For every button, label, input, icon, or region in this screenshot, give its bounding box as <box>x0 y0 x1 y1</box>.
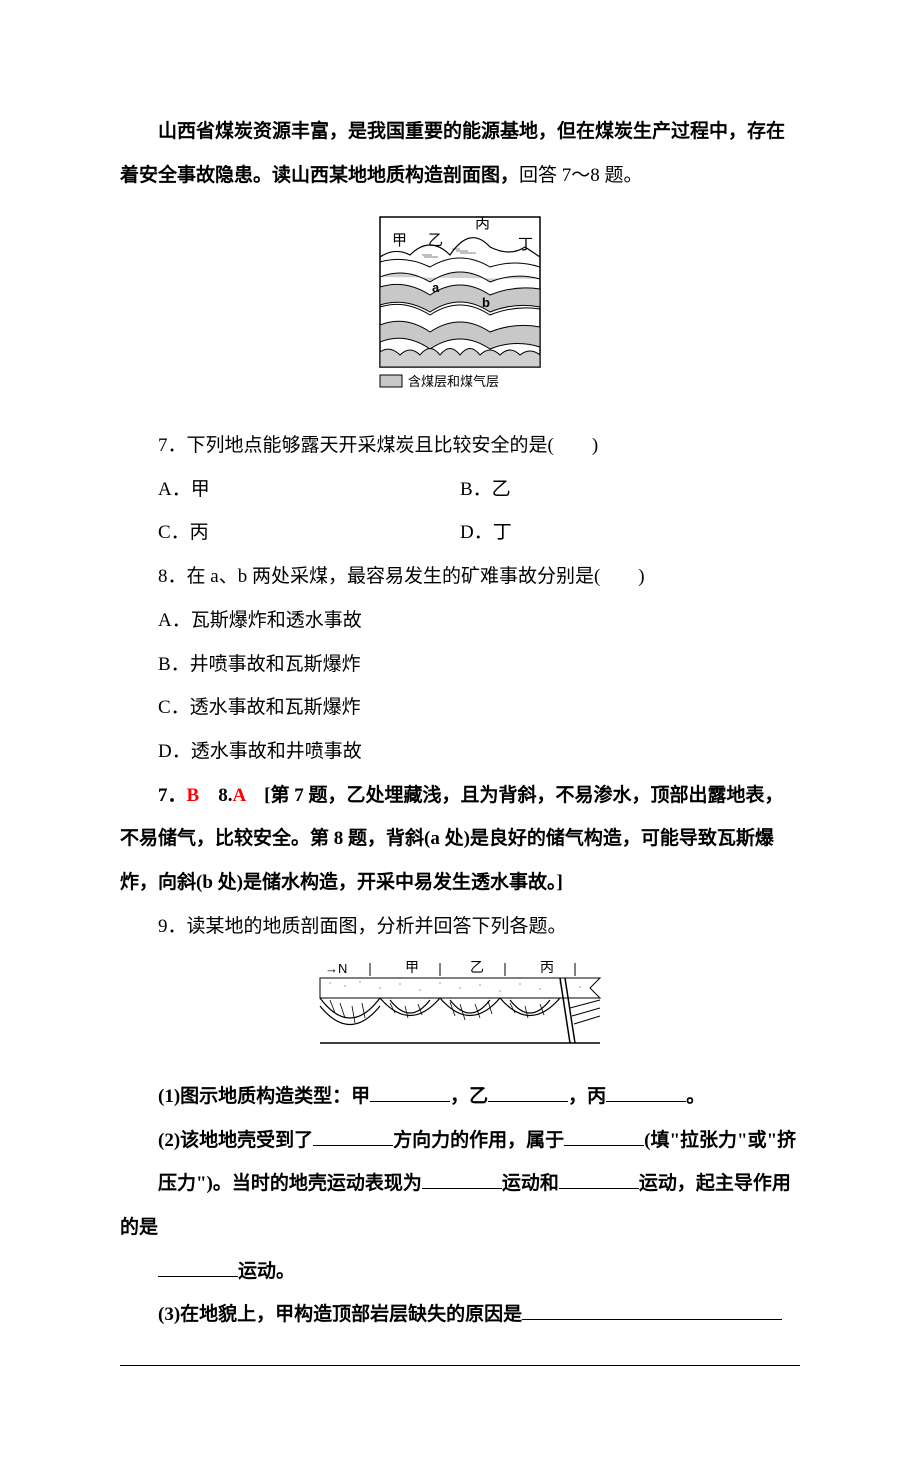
q9-sub2-line1: (2)该地地壳受到了 方向力的作用，属于 (填"拉张力"或"挤 <box>120 1119 800 1163</box>
svg-text:甲: 甲 <box>392 232 407 249</box>
q9-sub3: (3)在地貌上，甲构造顶部岩层缺失的原因是 <box>120 1293 800 1337</box>
q9-sub2-line3: 运动。 <box>120 1250 800 1294</box>
q8-choice-d: D．透水事故和井喷事故 <box>120 730 800 774</box>
blank-bing <box>606 1079 686 1102</box>
q7-choice-b: B．乙 <box>460 468 800 512</box>
svg-text:乙: 乙 <box>428 232 443 249</box>
blank-jia <box>370 1079 450 1102</box>
answer-exp-line2: 不易储气，比较安全。第 8 题，背斜(a 处)是良好的储气构造，可能导致瓦斯爆炸… <box>120 817 800 904</box>
q7-number: 7． <box>158 435 187 456</box>
geology-cross-section-1: 甲 乙 丙 丁 a b 含煤层和煤气层 <box>360 207 560 397</box>
q8-number: 8． <box>158 566 187 587</box>
q9-number: 9． <box>158 916 187 937</box>
blank-dir <box>313 1123 393 1146</box>
q9-sub1: (1)图示地质构造类型：甲 ，乙 ，丙 。 <box>120 1075 800 1119</box>
q8-choice-b: B．井喷事故和瓦斯爆炸 <box>120 643 800 687</box>
svg-text:a: a <box>432 280 440 295</box>
intro-bold: 山西省煤炭资源丰富，是我国重要的能源基地，但在煤炭生产过程中，存在着安全事故隐患… <box>120 121 785 186</box>
q9-3-a: (3)在地貌上，甲构造顶部岩层缺失的原因是 <box>158 1304 522 1325</box>
q8-text: 在 a、b 两处采煤，最容易发生的矿难事故分别是( ) <box>187 566 645 587</box>
q7-choice-c: C．丙 <box>120 511 460 555</box>
q9-1-a: (1)图示地质构造类型：甲 <box>158 1086 370 1107</box>
q9-text: 读某地的地质剖面图，分析并回答下列各题。 <box>187 916 567 937</box>
svg-text:乙: 乙 <box>470 959 484 975</box>
q9-2-c: (填"拉张力"或"挤 <box>644 1130 796 1151</box>
svg-text:甲: 甲 <box>405 959 419 975</box>
svg-text:丙: 丙 <box>540 959 554 975</box>
q9-2-b: 方向力的作用，属于 <box>393 1130 564 1151</box>
figure-1: 甲 乙 丙 丁 a b 含煤层和煤气层 <box>120 207 800 414</box>
intro-paragraph: 山西省煤炭资源丰富，是我国重要的能源基地，但在煤炭生产过程中，存在着安全事故隐患… <box>120 110 800 197</box>
q9-2-a: (2)该地地壳受到了 <box>158 1130 313 1151</box>
intro-normal: 回答 7～8 题。 <box>519 165 643 186</box>
q8-choice-c: C．透水事故和瓦斯爆炸 <box>120 686 800 730</box>
q9-2-d: 压力")。当时的地壳运动表现为 <box>158 1173 422 1194</box>
q9-1-b: ，乙 <box>450 1086 488 1107</box>
svg-text:含煤层和煤气层: 含煤层和煤气层 <box>408 374 499 389</box>
q9-1-d: 。 <box>686 1086 705 1107</box>
q9-2-g: 运动。 <box>238 1261 295 1282</box>
a8-label: 8. <box>199 785 232 806</box>
a7-answer: B <box>187 785 200 806</box>
exp-part1: [第 7 题，乙处埋藏浅，且为背斜，不易渗水，顶部出露地表， <box>245 785 783 806</box>
blank-m1 <box>422 1167 502 1190</box>
q7-text: 下列地点能够露天开采煤炭且比较安全的是( ) <box>187 435 599 456</box>
q7-stem: 7．下列地点能够露天开采煤炭且比较安全的是( ) <box>120 424 800 468</box>
geology-cross-section-2: →N 甲 乙 丙 <box>310 958 610 1048</box>
q9-sub2-line2: 压力")。当时的地壳运动表现为运动和运动，起主导作用的是 <box>120 1162 800 1249</box>
q7-choice-a: A．甲 <box>120 468 460 512</box>
q8-choice-a: A．瓦斯爆炸和透水事故 <box>120 599 800 643</box>
q8-stem: 8．在 a、b 两处采煤，最容易发生的矿难事故分别是( ) <box>120 555 800 599</box>
full-blank-line <box>120 1343 800 1366</box>
q7-choices-row1: A．甲 B．乙 <box>120 468 800 512</box>
a8-answer: A <box>232 785 245 806</box>
blank-main <box>158 1254 238 1277</box>
q9-2-e: 运动和 <box>502 1173 559 1194</box>
answer-7-8: 7．B 8.A [第 7 题，乙处埋藏浅，且为背斜，不易渗水，顶部出露地表， <box>120 774 800 818</box>
blank-yi <box>488 1079 568 1102</box>
svg-text:→N: →N <box>325 961 347 976</box>
blank-force <box>564 1123 644 1146</box>
svg-text:丙: 丙 <box>475 215 490 232</box>
blank-m2 <box>559 1167 639 1190</box>
svg-text:b: b <box>482 295 490 310</box>
a7-label: 7． <box>158 785 187 806</box>
q9-1-c: ，丙 <box>568 1086 606 1107</box>
q7-choice-d: D．丁 <box>460 511 800 555</box>
blank-reason <box>522 1298 782 1321</box>
q9-stem: 9．读某地的地质剖面图，分析并回答下列各题。 <box>120 905 800 949</box>
figure-2: →N 甲 乙 丙 <box>120 958 800 1065</box>
q7-choices-row2: C．丙 D．丁 <box>120 511 800 555</box>
